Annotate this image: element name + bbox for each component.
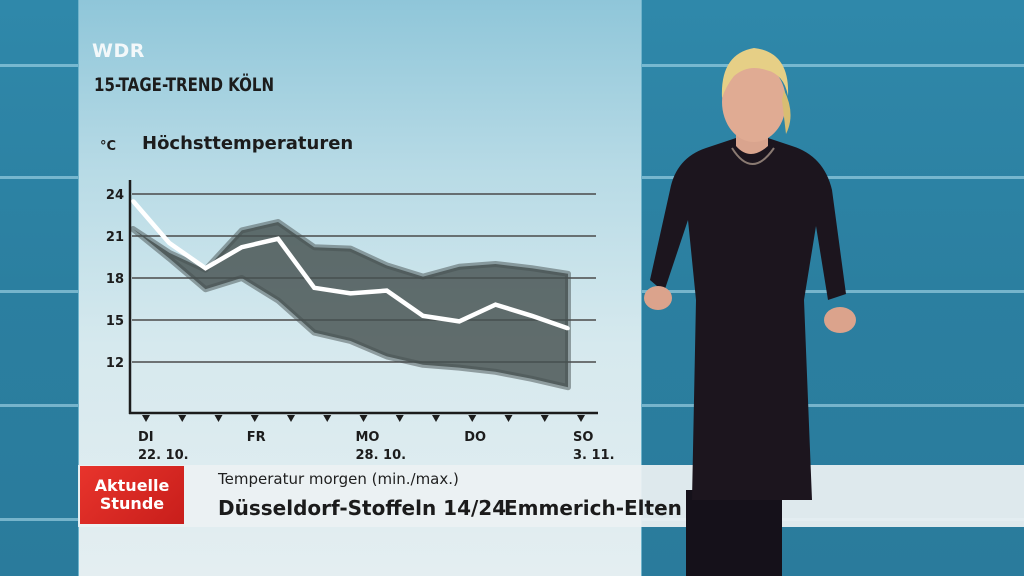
x-tick-day-label: DI [138, 430, 154, 445]
presenter-dress [650, 136, 846, 500]
max-temperature-point [131, 199, 135, 203]
x-tick-marker [287, 415, 295, 422]
ticker-subtitle: Temperatur morgen (min./max.) [218, 470, 459, 488]
x-tick-date-label: 28. 10. [356, 448, 407, 463]
x-tick-marker [178, 415, 187, 422]
y-tick-label: 15 [106, 314, 124, 329]
x-tick-marker [142, 415, 150, 422]
broadcaster-logo: WDR [92, 40, 145, 62]
max-temperature-point [348, 291, 353, 296]
x-tick-date-label: 22. 10. [138, 448, 189, 463]
ticker-item: Düsseldorf-Stoffeln 14/24 [218, 496, 507, 520]
x-tick-day-label: SO [573, 430, 593, 445]
presenter-hair-side [782, 90, 791, 134]
max-temperature-point [312, 286, 317, 290]
presenter-left-hand [644, 286, 672, 310]
max-temperature-point [276, 237, 280, 241]
y-tick-label: 21 [106, 230, 124, 245]
x-tick-day-label: DO [464, 430, 486, 445]
max-temperature-point [493, 302, 498, 307]
presenter-hair [721, 48, 789, 98]
y-tick-label: 18 [106, 272, 124, 287]
logo-line-1: Aktuelle [94, 476, 170, 495]
x-tick-day-label: MO [356, 430, 380, 445]
x-tick-marker [359, 415, 368, 422]
aktuelle-stunde-logo: Aktuelle Stunde [80, 466, 184, 524]
x-tick-marker [395, 415, 404, 422]
presenter-figure [644, 48, 856, 576]
x-tick-marker [540, 415, 549, 422]
x-tick-marker [468, 415, 477, 422]
x-tick-marker [504, 415, 513, 422]
max-temperature-point [529, 314, 534, 318]
max-temperature-point [384, 288, 389, 293]
max-temperature-point [239, 245, 244, 249]
max-temperature-point [203, 266, 208, 271]
page-title: 15-TAGE-TREND KÖLN [94, 74, 275, 96]
x-tick-date-label: 3. 11. [573, 448, 615, 463]
presenter-necklace [731, 147, 775, 165]
max-temperature-point [421, 314, 425, 318]
presenter-right-hand [824, 307, 856, 333]
logo-line-2: Stunde [99, 494, 165, 513]
forecast-uncertainty-band [130, 219, 571, 391]
x-tick-marker [577, 415, 585, 422]
presenter-face [722, 62, 786, 142]
x-tick-marker [250, 415, 259, 422]
y-tick-label: 24 [106, 188, 124, 203]
max-temperature-point [167, 241, 172, 245]
ticker-bar [78, 465, 1024, 527]
x-tick-marker [214, 415, 223, 422]
x-tick-marker [432, 415, 440, 422]
y-tick-label: 12 [106, 356, 124, 371]
max-temperature-point [566, 326, 570, 331]
presenter-legs [686, 490, 782, 576]
chart-title: Höchsttemperaturen [142, 133, 353, 154]
x-tick-day-label: FR [247, 430, 266, 445]
y-axis-unit: °C [100, 139, 116, 154]
x-tick-marker [323, 415, 332, 422]
max-temperature-point [457, 319, 462, 324]
